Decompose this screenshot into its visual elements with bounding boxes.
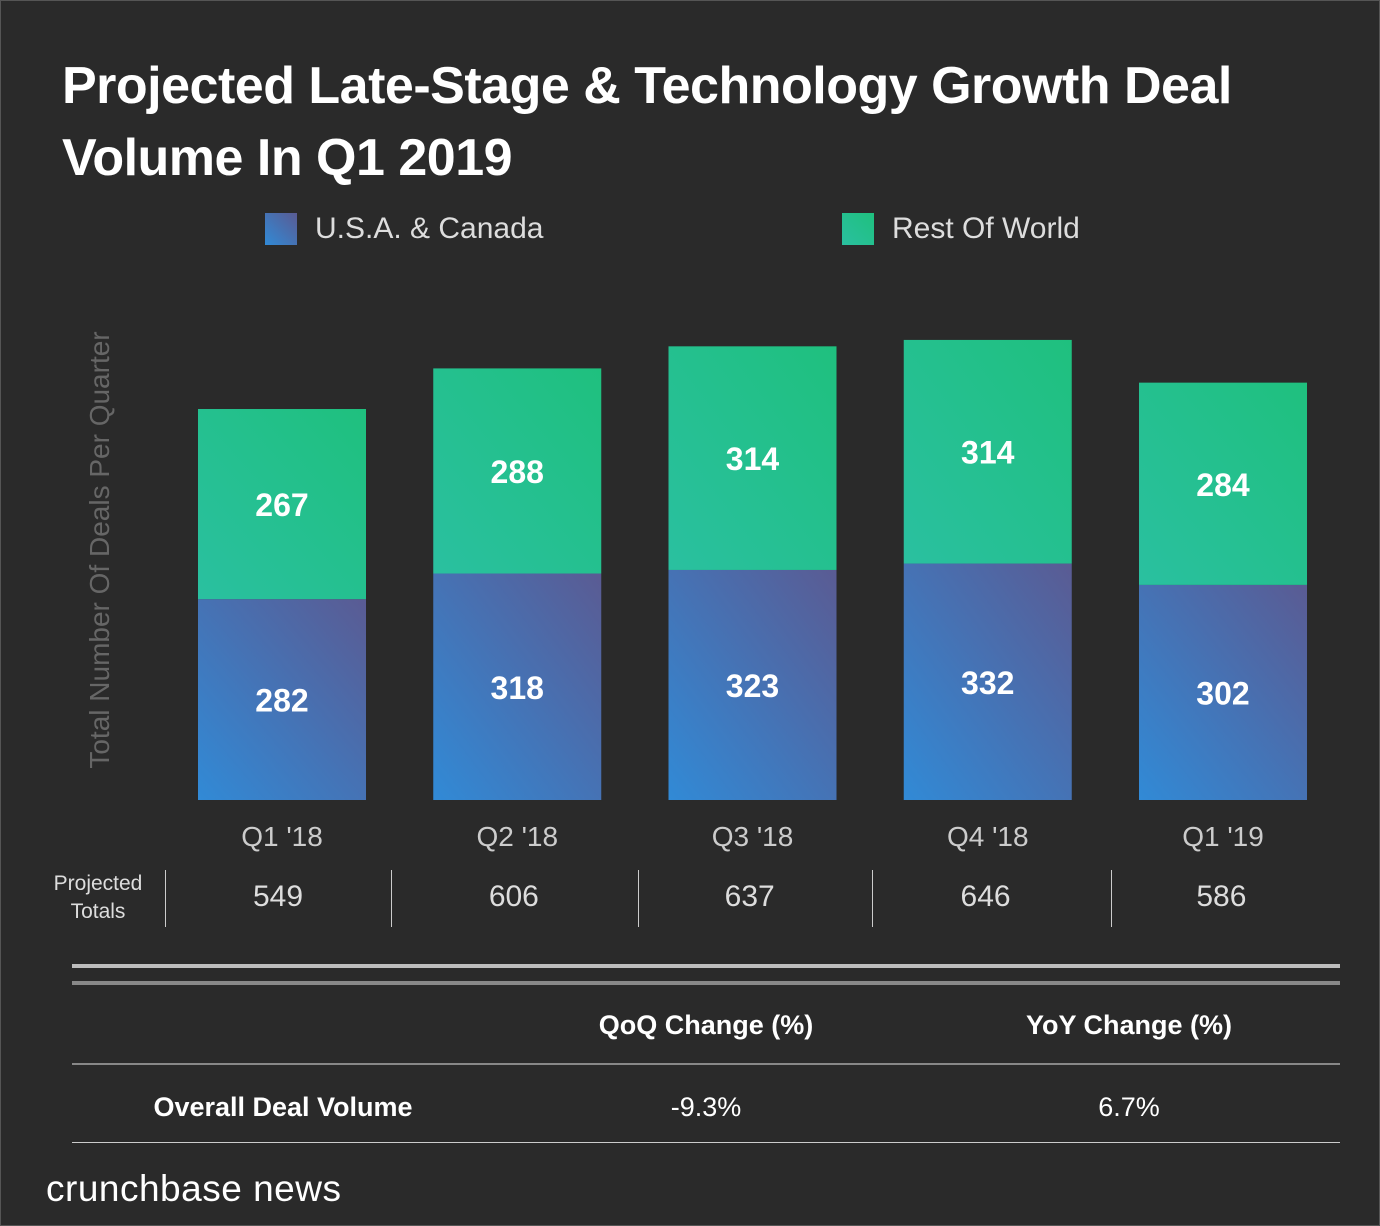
divider	[72, 981, 1340, 985]
header-qoq: QoQ Change (%)	[598, 1010, 814, 1040]
legend-swatch-rest-of-world	[842, 213, 874, 245]
column-separator	[1111, 870, 1112, 927]
header-yoy: YoY Change (%)	[1025, 1010, 1233, 1040]
projected-total: 646	[960, 880, 1011, 913]
bar-segment	[198, 599, 366, 800]
legend-label: U.S.A. & Canada	[315, 212, 544, 245]
x-tick-label: Q1 '19	[1182, 821, 1264, 852]
data-label: 314	[961, 435, 1015, 471]
legend-item-usa-canada: U.S.A. & Canada	[265, 212, 543, 246]
x-tick-label: Q1 '18	[241, 821, 323, 852]
data-label: 323	[726, 668, 779, 704]
bar-segment	[668, 346, 837, 570]
data-label: 314	[726, 441, 780, 477]
qoq-value: -9.3%	[670, 1092, 742, 1122]
data-label: 284	[1196, 467, 1250, 503]
totals-label-line: Projected	[53, 872, 143, 895]
crunchbase-news-logo: crunchbase news	[46, 1168, 342, 1209]
yoy-value: 6.7%	[1098, 1092, 1160, 1122]
data-label: 267	[255, 487, 308, 523]
totals-label-line: Totals	[70, 900, 126, 923]
legend-label: Rest Of World	[892, 212, 1080, 245]
bar-segment	[433, 573, 602, 800]
x-tick-label: Q4 '18	[947, 821, 1029, 852]
chart-title: Projected Late-Stage & Technology Growth…	[62, 57, 1232, 187]
bar-segment	[433, 368, 602, 574]
data-label: 282	[255, 683, 308, 719]
bar-segment	[198, 409, 366, 600]
x-tick-label: Q3 '18	[712, 821, 794, 852]
projected-totals-label: Projected Totals	[40, 870, 156, 926]
column-separator	[638, 870, 639, 927]
bar-segment	[1139, 584, 1307, 800]
column-separator	[872, 870, 873, 927]
data-label: 288	[491, 454, 544, 490]
projected-total: 549	[252, 880, 304, 913]
column-separator	[165, 870, 166, 927]
bar-segment	[903, 563, 1072, 800]
column-separator	[391, 870, 392, 927]
legend-swatch-usa-canada	[265, 213, 297, 245]
data-label: 332	[961, 665, 1014, 701]
projected-total: 606	[488, 880, 539, 913]
projected-total: 637	[724, 880, 775, 913]
divider	[72, 964, 1340, 968]
legend-item-rest-of-world: Rest Of World	[842, 212, 1080, 246]
x-tick-label: Q2 '18	[476, 821, 558, 852]
row-label: Overall Deal Volume	[153, 1092, 413, 1122]
data-label: 318	[491, 670, 544, 706]
data-label: 302	[1196, 675, 1249, 711]
divider	[72, 1063, 1340, 1065]
projected-total: 586	[1196, 880, 1247, 913]
bar-segment	[668, 569, 837, 800]
bar-segment	[1139, 382, 1307, 585]
bar-segment	[903, 339, 1072, 564]
divider	[72, 1142, 1340, 1143]
bar-plot: 282 267 Q1 '18 318 288 Q2 '18 323 314 Q3 '18 332 3…	[198, 339, 1307, 852]
